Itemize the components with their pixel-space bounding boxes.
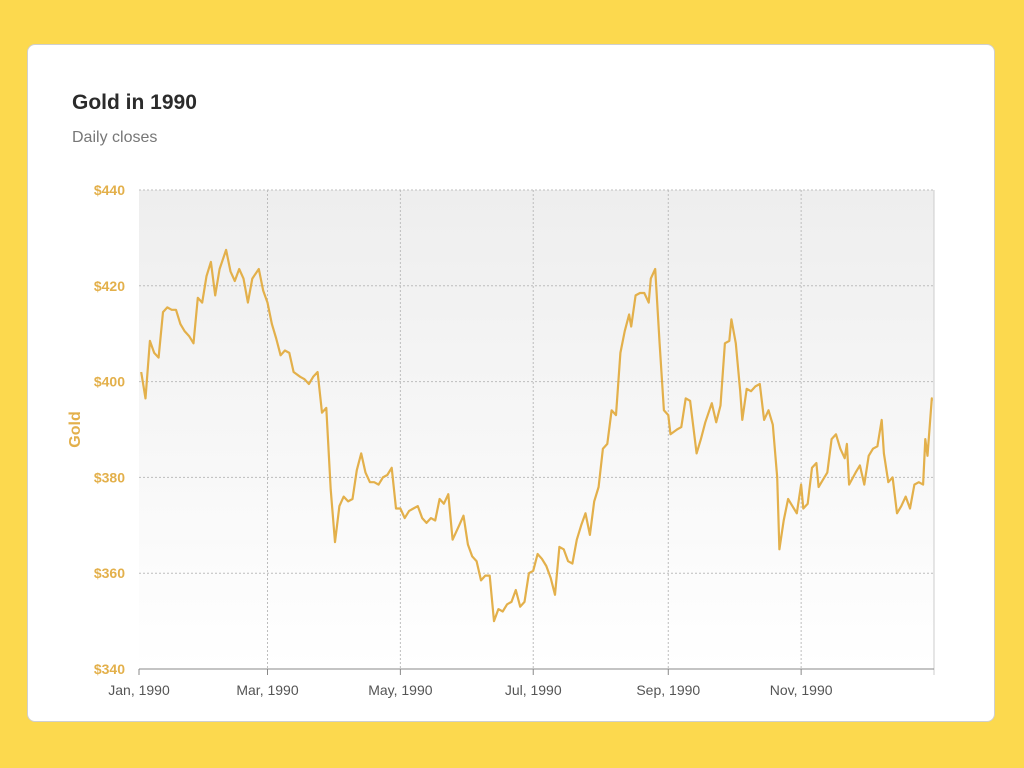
y-tick-label: $440: [94, 182, 125, 198]
y-tick-label: $400: [94, 374, 125, 390]
y-tick-label: $380: [94, 469, 125, 485]
x-tick-label: Nov, 1990: [770, 682, 833, 698]
x-tick-label: Jul, 1990: [505, 682, 562, 698]
x-tick-label: Sep, 1990: [636, 682, 700, 698]
y-axis: $340 $360 $380 $400 $420 $440: [94, 182, 125, 677]
x-tick-label: Mar, 1990: [236, 682, 298, 698]
y-tick-label: $420: [94, 278, 125, 294]
x-tick-label: Jan, 1990: [108, 682, 170, 698]
series-line-gold: [140, 248, 933, 623]
chart-title: Gold in 1990: [72, 91, 197, 114]
x-tick-label: May, 1990: [368, 682, 433, 698]
plot-area: [139, 190, 934, 669]
y-tick-label: $340: [94, 661, 125, 677]
x-axis: Jan, 1990 Mar, 1990 May, 1990 Jul, 1990 Sep,…: [108, 668, 934, 698]
y-tick-label: $360: [94, 565, 125, 581]
chart-subtitle: Daily closes: [72, 129, 158, 146]
y-axis-label: Gold: [67, 411, 84, 447]
